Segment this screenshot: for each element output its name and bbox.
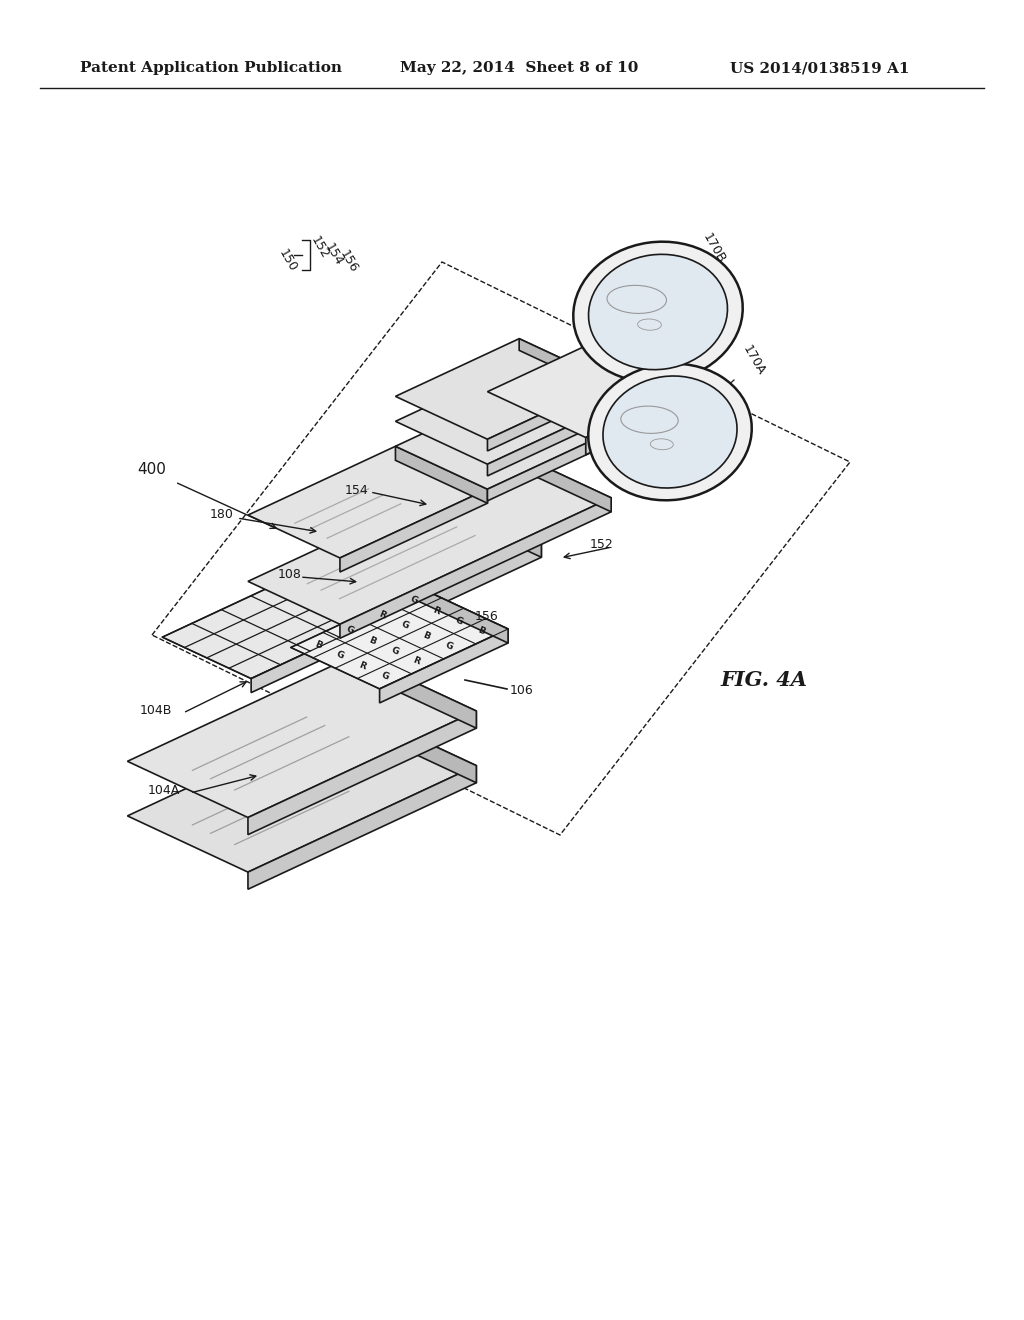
Polygon shape xyxy=(519,363,611,418)
Text: B: B xyxy=(476,626,485,636)
Text: G: G xyxy=(335,649,345,661)
Ellipse shape xyxy=(588,364,752,500)
Text: G: G xyxy=(454,615,464,627)
Text: 152: 152 xyxy=(308,235,331,261)
Polygon shape xyxy=(380,628,508,704)
Polygon shape xyxy=(586,380,710,454)
Text: FIG. 4A: FIG. 4A xyxy=(720,671,807,690)
Polygon shape xyxy=(395,339,611,440)
Polygon shape xyxy=(340,498,611,639)
Text: G: G xyxy=(345,624,355,636)
Polygon shape xyxy=(248,455,611,624)
Polygon shape xyxy=(251,610,398,693)
Polygon shape xyxy=(519,339,611,393)
Text: 154: 154 xyxy=(345,483,369,496)
Text: G: G xyxy=(443,640,454,652)
Text: B: B xyxy=(313,640,323,651)
Text: 156: 156 xyxy=(337,248,360,276)
Polygon shape xyxy=(611,334,710,397)
Text: G: G xyxy=(399,620,410,631)
Polygon shape xyxy=(487,432,611,500)
Text: US 2014/0138519 A1: US 2014/0138519 A1 xyxy=(730,61,909,75)
Text: R: R xyxy=(432,605,441,616)
Polygon shape xyxy=(395,446,487,503)
Polygon shape xyxy=(519,388,611,444)
Text: G: G xyxy=(380,671,390,681)
Polygon shape xyxy=(487,381,611,451)
Polygon shape xyxy=(248,446,487,558)
Text: 170B: 170B xyxy=(700,231,727,265)
Polygon shape xyxy=(355,709,476,783)
Text: R: R xyxy=(412,656,422,667)
Polygon shape xyxy=(127,655,476,817)
Polygon shape xyxy=(163,569,398,678)
Text: 400: 400 xyxy=(137,462,167,478)
Text: May 22, 2014  Sheet 8 of 10: May 22, 2014 Sheet 8 of 10 xyxy=(400,61,638,75)
Text: 104A: 104A xyxy=(148,784,180,796)
Text: G: G xyxy=(389,645,399,656)
Polygon shape xyxy=(395,388,611,490)
Polygon shape xyxy=(319,502,542,606)
Polygon shape xyxy=(310,569,398,624)
Polygon shape xyxy=(355,655,476,729)
Polygon shape xyxy=(487,407,611,477)
Text: 106: 106 xyxy=(510,684,534,697)
Text: 152: 152 xyxy=(590,539,613,552)
Polygon shape xyxy=(519,455,611,512)
Polygon shape xyxy=(419,587,508,643)
Text: R: R xyxy=(357,660,368,672)
Text: 108: 108 xyxy=(278,569,302,582)
Polygon shape xyxy=(291,587,508,689)
Polygon shape xyxy=(248,766,476,890)
Text: G: G xyxy=(410,595,420,606)
Text: 156: 156 xyxy=(475,610,499,623)
Polygon shape xyxy=(586,380,710,454)
Text: 154: 154 xyxy=(322,242,345,268)
Text: 180: 180 xyxy=(210,508,233,521)
Text: B: B xyxy=(368,635,377,645)
Text: 150: 150 xyxy=(276,247,299,275)
Polygon shape xyxy=(127,709,476,873)
Polygon shape xyxy=(409,544,542,619)
Text: Patent Application Publication: Patent Application Publication xyxy=(80,61,342,75)
Ellipse shape xyxy=(573,242,742,383)
Text: R: R xyxy=(377,610,387,620)
Polygon shape xyxy=(453,502,542,557)
Polygon shape xyxy=(487,334,710,437)
Text: 170A: 170A xyxy=(740,343,767,378)
Polygon shape xyxy=(340,490,487,572)
Text: B: B xyxy=(422,631,431,642)
Polygon shape xyxy=(248,711,476,834)
Text: 104B: 104B xyxy=(140,704,172,717)
Polygon shape xyxy=(395,363,611,465)
Ellipse shape xyxy=(603,376,737,488)
Ellipse shape xyxy=(589,255,727,370)
